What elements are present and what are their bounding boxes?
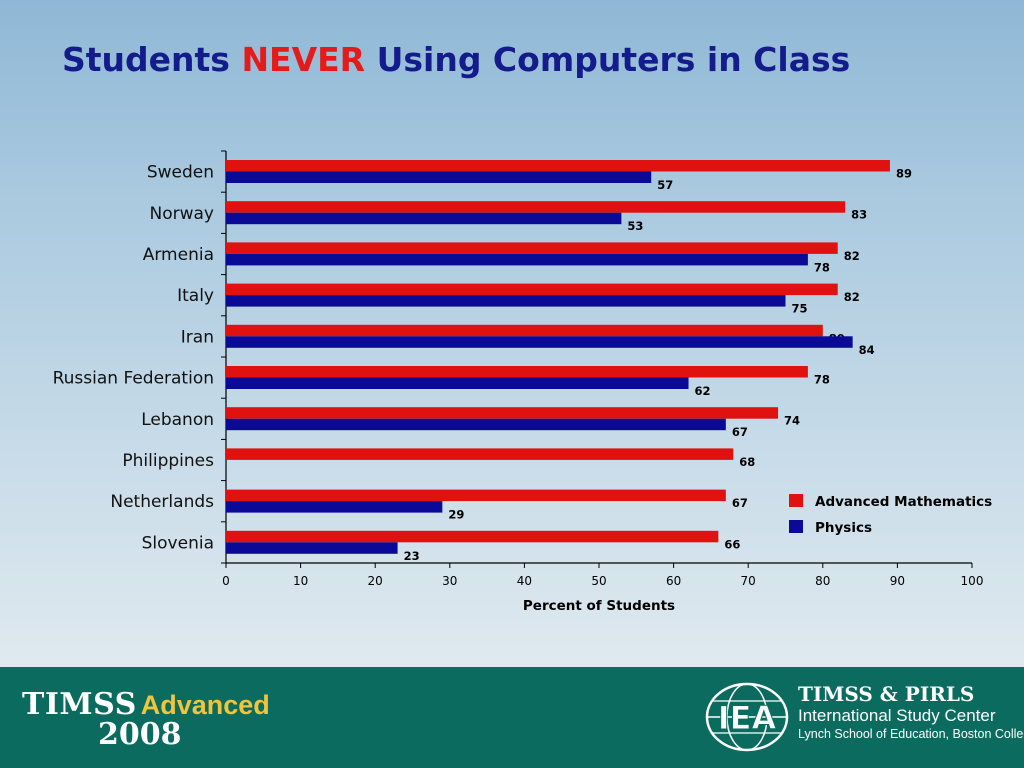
x-tick-label: 50 [591, 574, 606, 588]
bar [226, 366, 808, 378]
x-tick-label: 100 [961, 574, 984, 588]
x-axis-label: Percent of Students [523, 598, 675, 614]
data-label: 82 [844, 249, 860, 263]
logo-main-text: TIMSS [22, 687, 137, 722]
data-label: 89 [896, 167, 912, 181]
x-tick-label: 60 [666, 574, 681, 588]
bar [226, 418, 726, 431]
iea-globe-icon: IEA [705, 682, 789, 752]
data-label: 23 [404, 549, 420, 563]
category-label: Iran [181, 327, 214, 347]
data-label: 75 [792, 302, 808, 316]
bar [226, 324, 823, 337]
iea-mark-text: IEA [718, 699, 777, 737]
x-tick-label: 0 [222, 574, 230, 588]
center-line-3: Lynch School of Education, Boston Colleg… [798, 727, 1024, 741]
legend-label: Physics [815, 520, 872, 536]
data-label: 84 [859, 343, 875, 357]
title-prefix: Students [62, 40, 242, 79]
study-center-text: TIMSS & PIRLS International Study Center… [798, 683, 1024, 743]
category-label: Armenia [143, 245, 214, 265]
data-label: 82 [844, 290, 860, 304]
data-label: 78 [814, 260, 830, 274]
data-label: 57 [657, 178, 673, 192]
x-tick-label: 40 [517, 574, 532, 588]
timss-advanced-logo: TIMSS Advanced 2008 [22, 687, 270, 752]
data-label: 66 [724, 537, 740, 551]
data-label: 67 [732, 425, 748, 439]
logo-year-text: 2008 [98, 717, 182, 752]
bar [226, 407, 779, 419]
x-tick-label: 80 [815, 574, 830, 588]
data-label: 78 [814, 373, 830, 387]
data-label: 74 [784, 414, 800, 428]
bar [226, 336, 853, 348]
bar [226, 283, 838, 296]
data-label: 67 [732, 496, 748, 510]
bar [226, 501, 443, 513]
category-label: Norway [150, 204, 215, 224]
category-label: Lebanon [141, 410, 214, 430]
bar [226, 448, 734, 460]
bar [226, 542, 398, 554]
legend-swatch [789, 520, 803, 533]
category-label: Sweden [147, 163, 214, 183]
logo-advanced-text: Advanced [140, 690, 270, 720]
x-tick-label: 30 [442, 574, 457, 588]
bar [226, 530, 719, 543]
bar-chart: 0 10 20 30 40 50 60 70 80 90 100 Percent of Student… [53, 150, 992, 614]
data-label: 62 [695, 384, 711, 398]
bar [226, 201, 846, 213]
legend-label: Advanced Mathematics [815, 494, 992, 510]
x-tick-label: 70 [741, 574, 756, 588]
title-highlight: NEVER [241, 40, 366, 79]
data-label: 53 [627, 219, 643, 233]
bar [226, 160, 890, 172]
category-label: Philippines [122, 451, 214, 471]
bar [226, 489, 726, 502]
page-title: Students NEVER Using Computers in Class [62, 40, 850, 79]
legend-swatch [789, 494, 803, 507]
data-label: 83 [851, 208, 867, 222]
x-tick-label: 90 [890, 574, 905, 588]
title-suffix: Using Computers in Class [365, 40, 851, 79]
category-label: Slovenia [142, 533, 214, 553]
bar [226, 253, 808, 266]
bar [226, 212, 622, 225]
x-tick-label: 10 [293, 574, 308, 588]
category-label: Italy [177, 286, 214, 306]
bar [226, 295, 786, 307]
center-line-2: International Study Center [798, 706, 996, 725]
footer-bar: TIMSS Advanced 2008 IEA TIMSS & PIRLS Int… [0, 667, 1024, 768]
center-line-1: TIMSS & PIRLS [798, 682, 975, 706]
data-label: 29 [448, 508, 464, 522]
x-tick-label: 20 [368, 574, 383, 588]
bar [226, 242, 838, 254]
data-label: 68 [739, 455, 755, 469]
category-label: Netherlands [110, 492, 214, 512]
category-label: Russian Federation [53, 369, 214, 389]
bar [226, 171, 652, 183]
bar [226, 377, 689, 389]
